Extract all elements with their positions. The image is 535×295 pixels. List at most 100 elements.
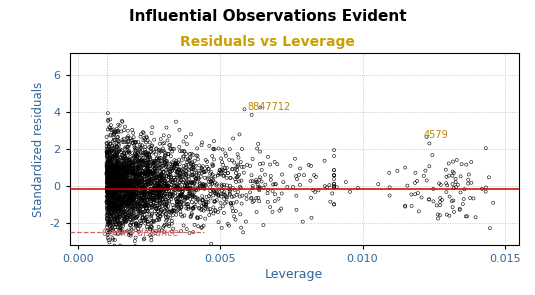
Point [168,164,177,169]
Point [103,150,111,155]
Point [139,195,147,200]
Point [117,172,125,177]
Point [108,173,117,177]
Point [182,182,191,186]
Point [133,180,141,185]
Point [175,200,184,205]
Point [106,155,115,159]
Point [116,201,124,206]
Point [103,173,112,178]
Point [160,194,169,198]
Point [117,178,125,183]
Point [185,176,194,181]
Point [232,180,240,184]
Point [154,190,162,194]
Point [117,162,126,167]
Point [126,197,135,201]
Point [122,189,131,193]
Point [133,166,142,171]
Point [189,205,197,210]
Point [155,150,164,155]
Point [158,163,166,168]
Point [145,196,154,201]
Point [108,183,116,188]
Point [113,189,122,194]
Point [164,204,172,209]
Point [346,189,354,194]
Point [163,164,172,169]
Point [143,209,152,213]
Point [103,203,111,208]
Point [107,148,116,153]
Point [219,210,228,215]
Point [295,172,303,177]
Point [110,212,118,217]
Point [126,181,134,185]
Point [129,211,137,215]
Point [143,177,151,182]
Point [171,166,180,171]
Point [236,212,244,217]
Point [129,190,138,194]
Point [117,231,126,235]
Point [176,193,185,198]
Point [165,172,174,176]
Point [119,169,127,174]
Point [104,165,113,169]
Point [148,178,156,182]
Point [118,162,127,167]
Point [159,157,168,162]
Point [118,190,126,194]
Point [216,201,225,205]
Point [113,152,121,156]
Point [120,201,128,206]
Point [106,195,115,200]
Point [104,169,112,174]
Point [108,203,117,207]
Point [292,207,301,212]
Point [195,205,203,210]
Point [117,188,126,193]
Point [132,152,141,157]
Point [104,111,112,116]
Point [108,179,117,184]
Point [274,196,282,201]
Point [126,155,134,159]
Point [209,147,218,151]
Point [128,191,137,196]
Point [106,211,115,216]
Point [141,188,149,193]
Point [104,238,113,242]
Point [123,172,132,176]
Point [109,168,118,172]
Point [120,212,129,217]
Point [255,185,264,190]
Point [136,147,144,151]
Point [108,228,117,233]
Point [103,172,112,177]
Point [124,186,132,191]
Point [103,168,111,173]
Point [385,171,394,175]
Point [109,170,118,174]
Point [147,144,156,149]
Point [116,207,124,212]
Point [218,160,226,164]
Point [130,156,139,161]
Point [121,186,130,191]
Point [185,231,194,235]
Point [159,187,168,192]
Point [113,163,122,168]
Point [119,195,128,200]
Point [140,174,149,178]
Point [160,178,169,183]
Point [106,182,114,186]
Point [146,233,155,237]
Point [172,159,180,163]
Point [148,196,157,200]
Point [157,173,166,177]
Point [158,191,166,196]
Point [191,168,200,173]
Point [114,173,123,178]
Point [108,172,117,176]
